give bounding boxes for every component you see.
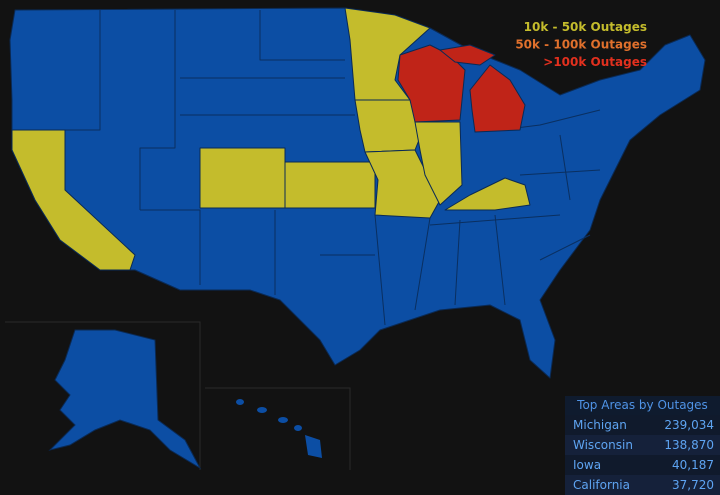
table-row: Michigan 239,034 (565, 415, 720, 435)
outage-count: 40,187 (672, 458, 714, 472)
legend-label: 50k - 100k Outages (515, 38, 647, 52)
legend-label: 10k - 50k Outages (524, 20, 647, 34)
area-name: Iowa (573, 458, 602, 472)
map: 10k - 50k Outages 50k - 100k Outages >100k… (5, 7, 706, 470)
range-over-100k (397, 44, 526, 133)
table-title: Top Areas by Outages (565, 396, 720, 415)
outage-count: 239,034 (664, 418, 714, 432)
range-10k-50k (11, 7, 531, 271)
table-row: Iowa 40,187 (565, 455, 720, 475)
outage-count: 138,870 (664, 438, 714, 452)
hawaii (236, 399, 322, 458)
legend-label: >100k Outages (543, 55, 647, 69)
alaska (48, 329, 202, 470)
table-row: California 37,720 (565, 475, 720, 495)
inset-borders (5, 321, 351, 470)
top-areas-table: Top Areas by Outages Michigan 239,034 Wisc… (565, 396, 720, 495)
table-row: Wisconsin 138,870 (565, 435, 720, 455)
area-name: Michigan (573, 418, 627, 432)
outage-count: 37,720 (672, 478, 714, 492)
area-name: California (573, 478, 630, 492)
page: 10k - 50k Outages 50k - 100k Outages >100k… (5, 7, 720, 495)
area-name: Wisconsin (573, 438, 633, 452)
state-borders (65, 10, 601, 326)
